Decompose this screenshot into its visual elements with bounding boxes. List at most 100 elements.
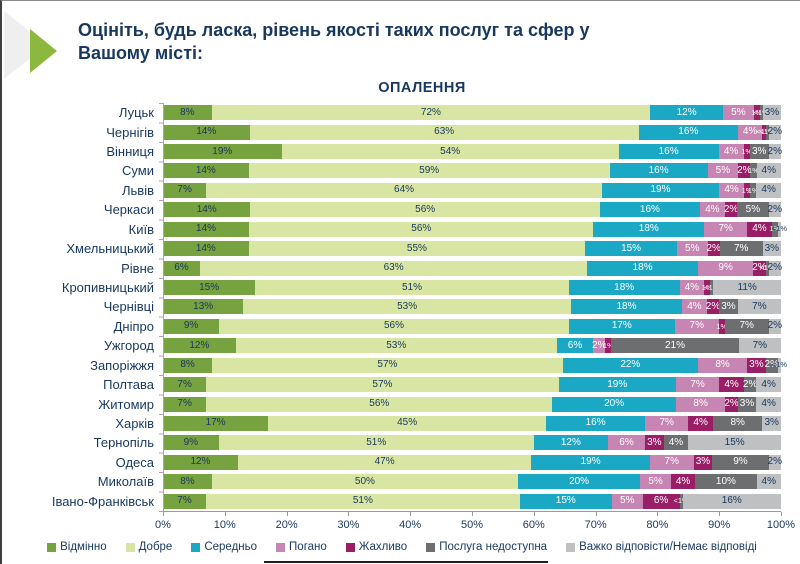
bar-segment: 3% — [749, 144, 769, 160]
category-label: Суми — [122, 163, 154, 179]
bar-segment: 3% — [762, 105, 781, 121]
x-axis-tick-label: 40% — [399, 519, 422, 531]
bar-value-label: 4% — [761, 184, 776, 196]
category-label: Львів — [121, 182, 154, 198]
page-title-line1: Оцініть, будь ласка, рівень якості таких… — [78, 20, 590, 40]
chart-row: Львів 7% 64% 19% 4% 1% 1% 4% — [2, 181, 782, 200]
category-label: Кропивницький — [61, 280, 154, 295]
legend-label: Відмінно — [60, 541, 107, 553]
legend-swatch-icon — [426, 542, 436, 552]
bar-value-label: 45% — [397, 417, 418, 429]
bar-segment: <1% — [754, 105, 769, 121]
stacked-bar: 15% 51% 18% 4% 1% <1% 11% — [163, 280, 781, 295]
bar-segment: 7% — [163, 396, 207, 412]
bar-segment: 3% — [693, 454, 713, 470]
bar-value-label: 2% — [767, 262, 783, 274]
bar-value-label: 51% — [402, 281, 423, 293]
bar-value-label: 2% — [723, 203, 739, 215]
bar-segment: 3% — [762, 241, 781, 257]
bar-value-label: 7% — [659, 417, 674, 429]
bar-segment: 2% — [706, 241, 721, 257]
stacked-bar: 19% 54% 16% 4% 1% 3% 2% — [163, 144, 782, 160]
bar-segment: 2% — [767, 260, 783, 276]
bar-segment: 4% — [663, 435, 689, 451]
bar-segment: 18% — [568, 280, 680, 295]
bar-value-label: 4% — [705, 203, 720, 215]
bar-value-label: 19% — [212, 145, 233, 157]
chart-row: Ужгород 12% 53% 6% 2% 1% 21% 7% — [2, 336, 782, 355]
bar-segment: <1% — [772, 221, 787, 237]
bar-segment: 15% — [585, 241, 677, 257]
bar-value-label: 2% — [767, 145, 782, 157]
stacked-bar: 7% 57% 19% 7% 4% 2% 4% — [163, 377, 782, 393]
bar-value-label: 21% — [664, 339, 685, 351]
bar-value-label: <1% — [756, 127, 772, 137]
bar-value-label: 1% — [602, 341, 614, 351]
bar-value-label: 5% — [745, 203, 761, 215]
bar-segment: 8% — [163, 357, 213, 373]
bar-segment: 1% — [716, 318, 727, 334]
chart-row: Івано-Франківськ 7% 51% 15% 5% 6% <1% 16% — [2, 491, 781, 510]
bar-value-label: 8% — [180, 475, 195, 487]
bar-value-label: 1% — [747, 185, 759, 195]
x-axis-tick — [224, 512, 226, 516]
bar-value-label: 63% — [383, 262, 404, 274]
bar-segment: 4% — [682, 299, 707, 315]
legend-item: Жахливо — [345, 541, 407, 553]
bar-segment: 4% — [718, 144, 744, 160]
chart-row: Харків 17% 45% 16% 7% 4% 8% 3% — [2, 414, 781, 433]
legend-swatch-icon — [276, 542, 286, 552]
bar-value-label: 2% — [752, 262, 767, 274]
bar-segment: 4% — [756, 396, 781, 412]
bar-value-label: 3% — [764, 106, 780, 118]
bar-value-label: 16% — [658, 145, 679, 157]
bar-value-label: 16% — [721, 495, 742, 507]
bar-segment: 7% — [738, 338, 782, 354]
bar-value-label: 14% — [196, 126, 217, 138]
bar-value-label: 20% — [604, 398, 625, 410]
chart-row: Тернопіль 9% 51% 12% 6% 3% 4% 15% — [2, 433, 782, 452]
category-label: Ужгород — [104, 338, 154, 354]
legend-label: Добре — [138, 541, 173, 553]
bar-segment: 47% — [237, 454, 532, 470]
bar-value-label: 64% — [394, 184, 415, 196]
legend-item: Відмінно — [47, 541, 107, 553]
category-label: Чернівці — [103, 299, 154, 315]
bar-value-label: 7% — [752, 339, 768, 351]
category-label: Полтава — [103, 377, 154, 393]
bar-value-label: 8% — [715, 359, 730, 371]
bar-value-label: 7% — [739, 320, 754, 332]
bar-value-label: 9% — [183, 320, 199, 332]
x-axis-tick-label: 100% — [766, 519, 796, 531]
bar-segment: 4% — [688, 415, 714, 431]
bar-value-label: 2% — [767, 456, 782, 468]
stacked-bar: 9% 51% 12% 6% 3% 4% 15% — [163, 435, 782, 451]
bar-segment: 56% — [206, 396, 553, 412]
bar-value-label: 2% — [767, 203, 782, 215]
legend-swatch-icon — [345, 542, 355, 552]
bar-value-label: 57% — [377, 359, 398, 371]
bar-value-label: <1% — [771, 360, 788, 370]
bar-segment: 5% — [676, 241, 708, 257]
category-label: Харків — [115, 415, 154, 431]
bar-segment: 2% — [752, 260, 767, 276]
bar-segment: 1% — [702, 280, 713, 295]
x-axis-tick — [163, 512, 164, 516]
bar-value-label: 3% — [751, 145, 767, 157]
bar-segment: 53% — [235, 338, 557, 354]
bar-segment: <1% — [772, 357, 787, 373]
bar-value-label: 56% — [369, 398, 390, 410]
bar-segment: 1% — [769, 221, 780, 237]
bar-segment: 21% — [611, 338, 739, 354]
y-axis-line — [163, 103, 164, 511]
bar-value-label: 56% — [411, 223, 432, 235]
bar-value-label: 2% — [705, 300, 721, 312]
page-title: Оцініть, будь ласка, рівень якості таких… — [78, 19, 768, 66]
bar-value-label: <1% — [771, 224, 788, 234]
bar-segment: 19% — [558, 377, 676, 393]
bar-segment: 4% — [670, 474, 696, 490]
bar-value-label: 18% — [616, 300, 637, 312]
bar-segment: 7% — [163, 377, 207, 393]
bar-segment: 16% — [618, 144, 719, 160]
